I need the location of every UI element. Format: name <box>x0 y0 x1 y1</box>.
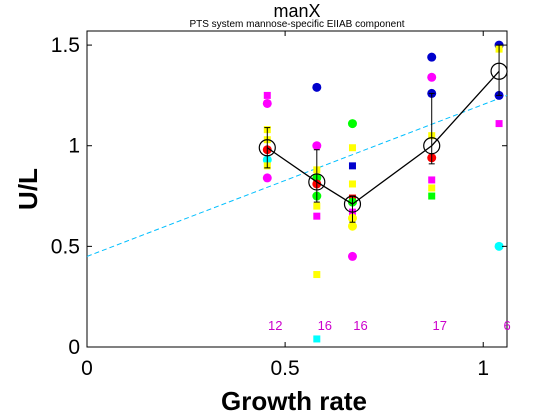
x-tick-label: 0 <box>81 357 93 380</box>
y-tick-label: 0.5 <box>51 235 80 258</box>
data-point <box>494 241 504 251</box>
chart-marks: 12 16 16 17 6 <box>86 40 511 343</box>
data-point <box>347 119 357 129</box>
chart-subtitle: PTS system mannose-specific EIIAB compon… <box>189 19 404 30</box>
mean-marker <box>343 195 362 213</box>
group-count-label: 12 <box>268 318 282 333</box>
y-axis-label: U/L <box>13 168 43 210</box>
group-count-label: 6 <box>503 318 510 333</box>
data-point <box>262 98 272 108</box>
data-point <box>348 180 356 188</box>
data-point <box>495 120 503 128</box>
data-point <box>428 192 436 200</box>
plot-area <box>86 30 508 348</box>
mean-marker <box>258 139 276 157</box>
data-point <box>312 82 322 92</box>
chart-title: manX <box>273 1 320 21</box>
y-tick-label: 1.5 <box>51 34 80 57</box>
data-point <box>312 141 322 151</box>
data-point <box>263 91 271 99</box>
data-point <box>348 144 356 152</box>
data-point <box>313 212 321 220</box>
data-point <box>428 184 436 192</box>
mean-marker <box>490 62 508 80</box>
data-point <box>348 162 356 170</box>
data-point <box>262 173 272 183</box>
axis-ticks: 0 0.5 1 0 0.5 1 1.5 <box>51 31 507 380</box>
data-point <box>428 176 436 184</box>
x-tick-label: 0.5 <box>271 357 300 380</box>
y-tick-label: 1 <box>68 135 80 158</box>
mean-line <box>266 70 500 205</box>
mean-marker <box>308 173 326 191</box>
data-point <box>313 335 321 343</box>
group-count-label: 16 <box>353 318 367 333</box>
group-count-label: 16 <box>318 318 332 333</box>
data-point <box>427 72 437 82</box>
data-point <box>313 202 321 210</box>
data-point <box>347 251 357 261</box>
mean-marker <box>423 137 441 155</box>
fit-line <box>86 94 508 257</box>
group-count-label: 17 <box>432 318 446 333</box>
data-point <box>347 221 357 231</box>
x-axis-label: Growth rate <box>221 386 367 416</box>
x-tick-label: 1 <box>477 357 489 380</box>
data-point <box>427 52 437 62</box>
data-point <box>313 271 321 279</box>
y-tick-label: 0 <box>68 336 80 359</box>
